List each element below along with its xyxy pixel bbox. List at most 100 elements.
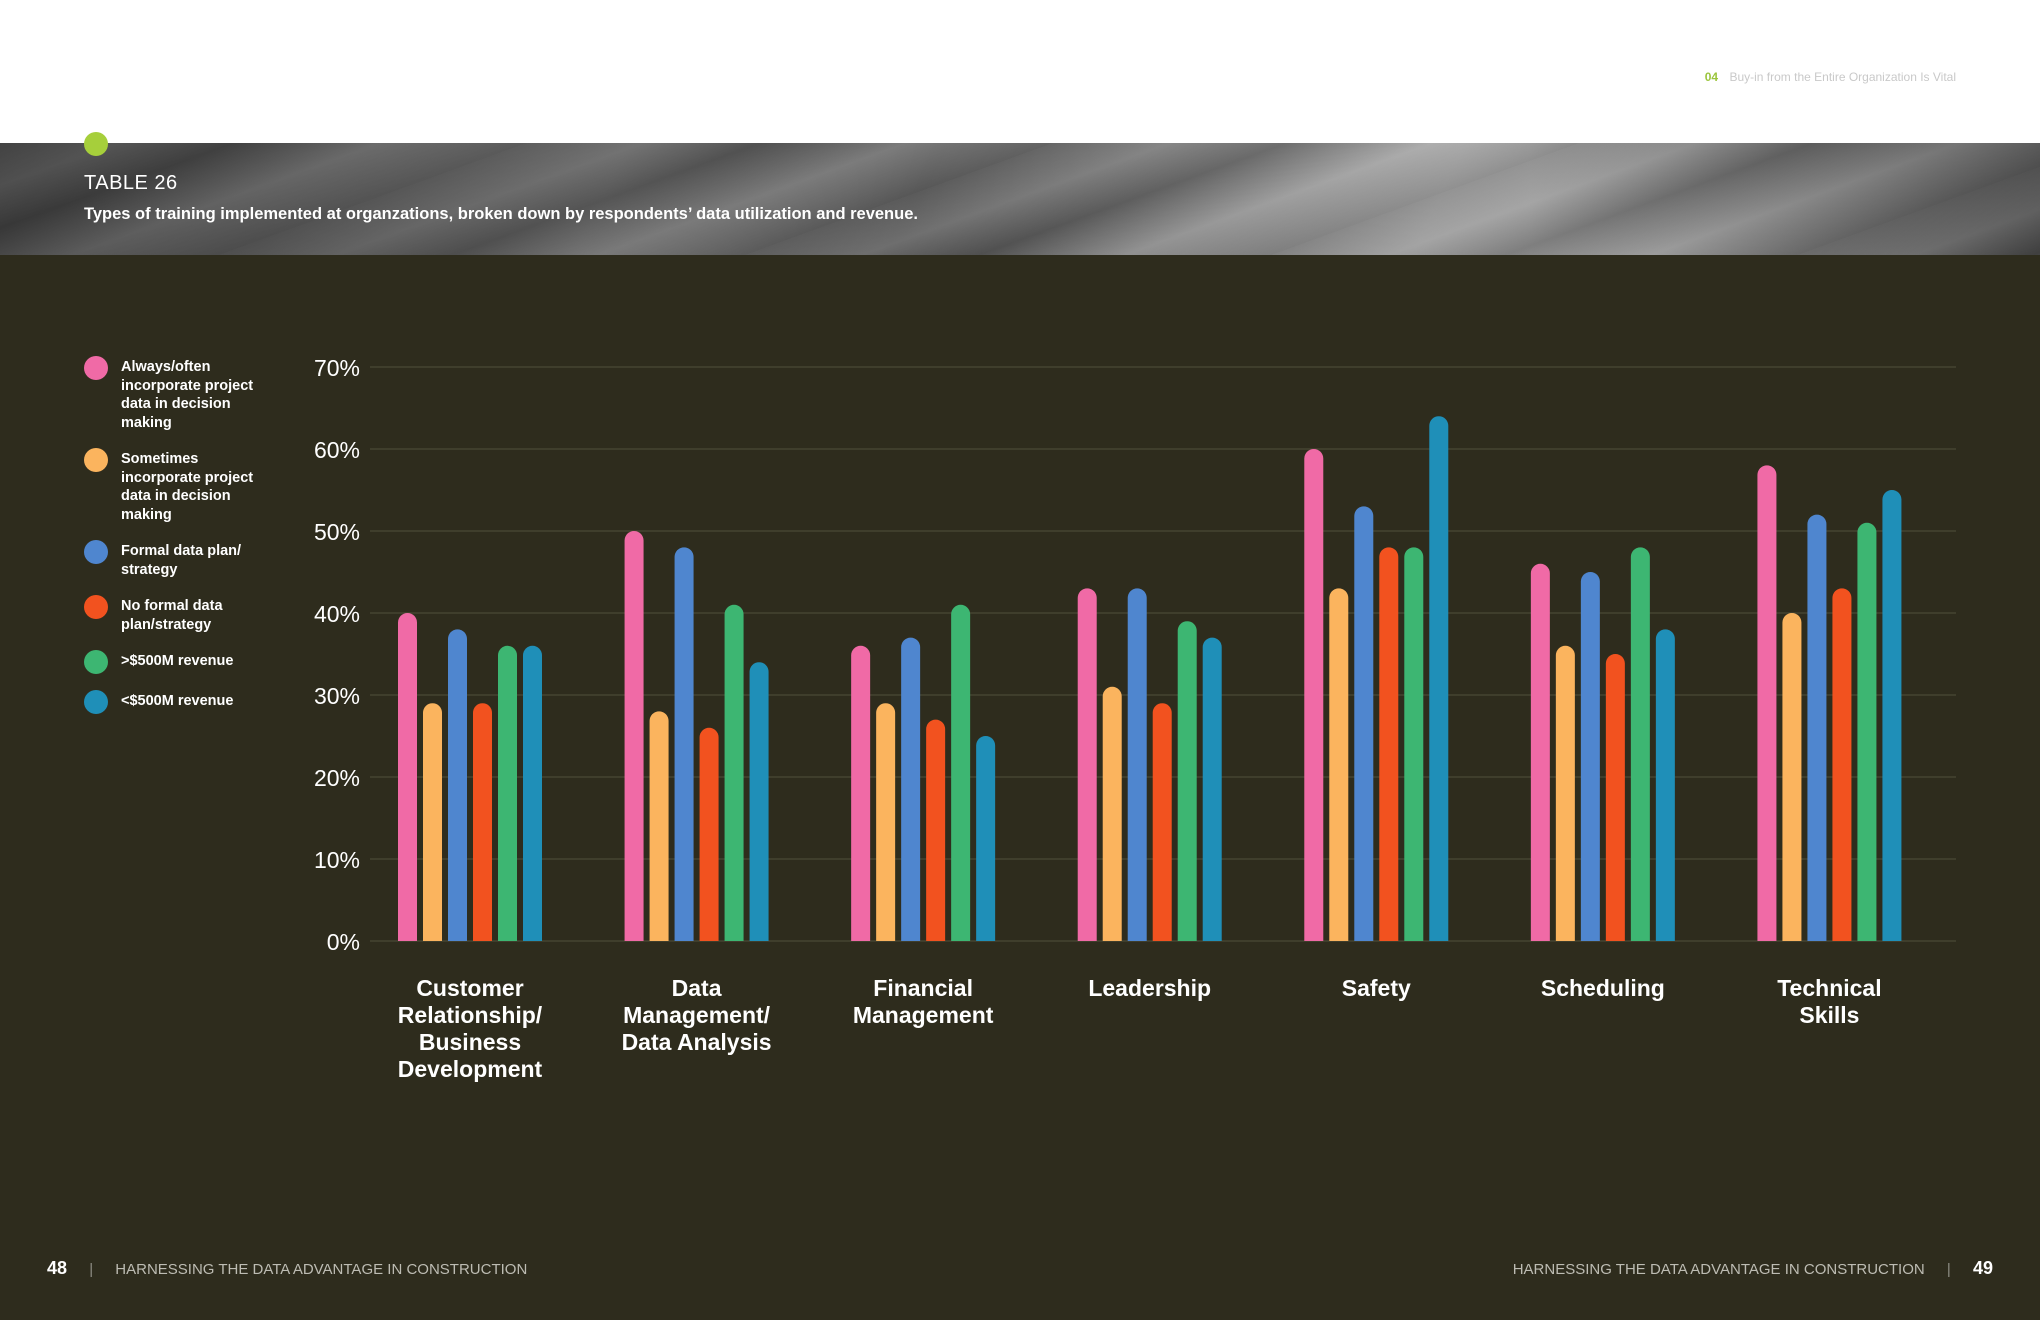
x-category-label-line: Relationship/ bbox=[398, 1002, 543, 1028]
legend-item: Formal data plan/ strategy bbox=[84, 540, 264, 579]
bar bbox=[1354, 506, 1374, 941]
bar bbox=[1102, 686, 1122, 941]
bar bbox=[1580, 572, 1600, 941]
x-category-label-line: Safety bbox=[1342, 975, 1411, 1001]
legend-item: Always/often incorporate project data in… bbox=[84, 356, 264, 432]
bar bbox=[926, 719, 946, 941]
bar bbox=[423, 703, 442, 941]
bar bbox=[523, 645, 542, 941]
legend-swatch bbox=[84, 356, 108, 380]
bar bbox=[448, 629, 467, 941]
bar bbox=[1202, 637, 1222, 941]
x-category-label: Scheduling bbox=[1541, 975, 1665, 1001]
y-tick-label: 0% bbox=[327, 929, 360, 955]
table-caption: Types of training implemented at organza… bbox=[84, 205, 918, 223]
legend-item: No formal data plan/strategy bbox=[84, 595, 264, 634]
footer-separator: | bbox=[1946, 1261, 1951, 1278]
bar bbox=[649, 711, 669, 941]
x-category-label: Customer Relationship/Business Development bbox=[398, 975, 543, 1082]
x-category-label-line: Management/ bbox=[623, 1002, 771, 1028]
y-tick-label: 30% bbox=[314, 683, 360, 709]
x-category-label-line: Data bbox=[672, 975, 722, 1001]
table-label: TABLE 26 bbox=[84, 172, 178, 194]
bar bbox=[1807, 514, 1827, 941]
legend-swatch bbox=[84, 690, 108, 714]
bar bbox=[951, 604, 971, 941]
header-band: 04 Buy-in from the Entire Organization I… bbox=[0, 0, 2040, 143]
bar bbox=[1152, 703, 1172, 941]
x-category-label: Leadership bbox=[1088, 975, 1211, 1001]
bar bbox=[851, 645, 871, 941]
bar bbox=[1555, 645, 1575, 941]
chart-legend: Always/often incorporate project data in… bbox=[84, 356, 264, 730]
bar bbox=[724, 604, 744, 941]
y-tick-label: 20% bbox=[314, 765, 360, 791]
x-category-label-line: Business bbox=[419, 1029, 521, 1055]
footer-right: HARNESSING THE DATA ADVANTAGE IN CONSTRU… bbox=[1513, 1258, 1993, 1279]
footer-separator: | bbox=[89, 1261, 94, 1278]
footer-title-left: HARNESSING THE DATA ADVANTAGE IN CONSTRU… bbox=[115, 1261, 528, 1278]
page-number-right: 49 bbox=[1972, 1258, 1993, 1278]
bar bbox=[1857, 522, 1877, 941]
page-number-left: 48 bbox=[47, 1258, 68, 1278]
bar bbox=[1530, 563, 1550, 941]
legend-swatch bbox=[84, 595, 108, 619]
bar bbox=[1832, 588, 1852, 941]
x-category-label: Safety bbox=[1342, 975, 1411, 1001]
bar bbox=[1304, 449, 1324, 941]
x-category-label-line: Skills bbox=[1799, 1002, 1859, 1028]
x-category-label: Financial Management bbox=[853, 975, 994, 1028]
legend-item: Sometimes incorporate project data in de… bbox=[84, 448, 264, 524]
legend-item: <$500M revenue bbox=[84, 690, 264, 714]
legend-label: No formal data plan/strategy bbox=[121, 598, 223, 633]
bar bbox=[876, 703, 896, 941]
legend-label: <$500M revenue bbox=[121, 693, 234, 709]
footer-title-right: HARNESSING THE DATA ADVANTAGE IN CONSTRU… bbox=[1512, 1261, 1925, 1278]
bar bbox=[1429, 416, 1449, 941]
footer-left: 48 | HARNESSING THE DATA ADVANTAGE IN CO… bbox=[47, 1258, 527, 1279]
bar bbox=[1177, 621, 1197, 941]
bar bbox=[976, 736, 996, 941]
bar bbox=[1329, 588, 1349, 941]
bar bbox=[1404, 547, 1424, 941]
x-category-label-line: Financial bbox=[873, 975, 973, 1001]
section-number: 04 bbox=[1704, 70, 1719, 84]
bar bbox=[1077, 588, 1097, 941]
bar bbox=[1882, 490, 1902, 941]
bar bbox=[1630, 547, 1650, 941]
x-category-label: Data Management/Data Analysis bbox=[622, 975, 772, 1055]
bar bbox=[901, 637, 921, 941]
bar bbox=[674, 547, 694, 941]
y-tick-label: 70% bbox=[314, 355, 360, 381]
y-tick-label: 50% bbox=[314, 519, 360, 545]
x-category-label: Technical Skills bbox=[1777, 975, 1881, 1028]
bar bbox=[1757, 465, 1777, 941]
legend-label: Formal data plan/ strategy bbox=[121, 543, 242, 578]
bar bbox=[498, 645, 517, 941]
section-title: Buy-in from the Entire Organization Is V… bbox=[1729, 70, 1956, 84]
bar bbox=[1605, 654, 1625, 941]
accent-dot bbox=[84, 132, 108, 156]
bar bbox=[749, 662, 769, 941]
bar bbox=[473, 703, 492, 941]
section-reference: 04 Buy-in from the Entire Organization I… bbox=[1705, 70, 1956, 84]
legend-swatch bbox=[84, 448, 108, 472]
legend-swatch bbox=[84, 650, 108, 674]
bar bbox=[1127, 588, 1147, 941]
y-tick-label: 60% bbox=[314, 437, 360, 463]
x-category-label-line: Customer bbox=[416, 975, 523, 1001]
bar bbox=[624, 531, 644, 941]
legend-label: Always/often incorporate project data in… bbox=[121, 359, 254, 431]
y-tick-label: 40% bbox=[314, 601, 360, 627]
x-category-label-line: Development bbox=[398, 1056, 543, 1082]
bar bbox=[699, 727, 719, 941]
legend-label: Sometimes incorporate project data in de… bbox=[121, 451, 254, 523]
legend-item: >$500M revenue bbox=[84, 650, 264, 674]
header-photo bbox=[0, 143, 2040, 255]
x-category-label-line: Data Analysis bbox=[622, 1029, 772, 1055]
bar bbox=[1655, 629, 1675, 941]
legend-swatch bbox=[84, 540, 108, 564]
x-category-label-line: Scheduling bbox=[1541, 975, 1665, 1001]
bar bbox=[1782, 613, 1802, 941]
